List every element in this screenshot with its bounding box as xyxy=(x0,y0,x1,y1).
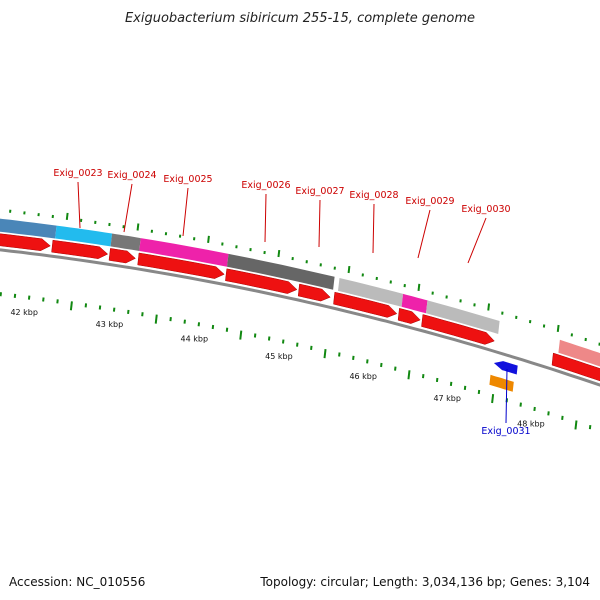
gene-label: Exig_0024 xyxy=(107,170,156,181)
scale-tick xyxy=(407,370,411,380)
scale-tick xyxy=(491,393,495,404)
forward-gene-arrow xyxy=(137,252,225,279)
minor-tick xyxy=(277,249,281,258)
gene-leader-line xyxy=(264,193,267,243)
scale-label: 47 kbp xyxy=(433,394,461,403)
map-title: Exiguobacterium sibiricum 255-15, comple… xyxy=(125,11,475,26)
gene-label: Exig_0027 xyxy=(295,186,344,197)
minor-tick xyxy=(487,303,491,311)
gene-leader-line xyxy=(505,368,508,424)
scale-label: 45 kbp xyxy=(265,352,293,361)
scale-label: 48 kbp xyxy=(517,419,545,428)
gene-leader-line xyxy=(467,217,487,264)
gene-label: Exig_0023 xyxy=(53,168,102,179)
scale-tick xyxy=(154,314,158,324)
gene-label: Exig_0026 xyxy=(241,180,290,191)
reverse-gene-cog-box xyxy=(489,374,514,392)
cog-band xyxy=(0,218,600,367)
cog-band-segment xyxy=(55,225,113,247)
gene-labels: Exig_0023 Exig_0024 Exig_0025 Exig_0026 Exig… xyxy=(53,168,530,437)
accession-text: Accession: NC_010556 xyxy=(9,575,145,589)
minor-tick xyxy=(136,223,140,231)
gene-leader-line xyxy=(77,181,81,229)
forward-gene-arrow xyxy=(397,307,421,324)
gene-label: Exig_0028 xyxy=(349,190,398,201)
scale-ticks xyxy=(0,292,592,430)
gene-label-leaders xyxy=(77,181,508,424)
scale-tick xyxy=(239,330,243,340)
genome-summary-text: Topology: circular; Length: 3,034,136 bp… xyxy=(259,575,590,589)
scale-tick xyxy=(323,349,327,359)
gene-leader-line xyxy=(182,187,189,237)
forward-gene-arrow xyxy=(225,268,298,294)
scale-label: 43 kbp xyxy=(96,320,124,329)
cog-band-segment xyxy=(139,238,229,267)
gene-label: Exig_0031 xyxy=(481,426,530,437)
scale-tick xyxy=(574,420,578,430)
minor-ticks-upper xyxy=(9,209,600,346)
cog-band-segment xyxy=(401,293,428,314)
minor-tick xyxy=(556,324,560,333)
minor-tick xyxy=(65,212,69,221)
forward-gene-arrow xyxy=(0,233,51,251)
forward-gene-arrow xyxy=(51,239,109,259)
minor-tick xyxy=(417,283,421,291)
gene-leader-line xyxy=(417,209,431,259)
gene-leader-line xyxy=(123,183,133,233)
reverse-genes xyxy=(489,361,518,392)
forward-genes xyxy=(0,233,600,382)
cog-band-segment xyxy=(0,218,57,239)
scale-labels: 42 kbp 43 kbp 44 kbp 45 kbp 46 kbp 47 kbp 48 k… xyxy=(10,308,544,428)
genome-backbone xyxy=(0,248,600,387)
forward-gene-arrow xyxy=(297,283,331,302)
gene-leader-line xyxy=(372,203,375,254)
gene-label: Exig_0030 xyxy=(461,204,510,215)
scale-label: 46 kbp xyxy=(349,372,377,381)
gene-leader-line xyxy=(318,199,321,248)
cog-band-segment xyxy=(227,253,335,290)
backbone-line xyxy=(0,248,600,387)
cog-band-segment xyxy=(426,300,500,334)
forward-gene-arrow xyxy=(108,248,136,264)
reverse-gene-arrow xyxy=(493,361,518,375)
forward-gene-arrow xyxy=(333,291,398,318)
forward-gene-arrow xyxy=(551,352,600,382)
gene-label: Exig_0025 xyxy=(163,174,212,185)
forward-gene-arrow xyxy=(421,314,495,345)
gene-label: Exig_0029 xyxy=(405,196,454,207)
cog-band-segment xyxy=(110,233,141,251)
minor-tick xyxy=(207,235,210,243)
scale-label: 44 kbp xyxy=(181,335,209,344)
cog-band-segment xyxy=(338,278,404,307)
cog-band-segment xyxy=(558,339,600,367)
scale-tick xyxy=(69,301,73,311)
scale-label: 42 kbp xyxy=(10,308,38,317)
minor-tick xyxy=(347,265,351,274)
